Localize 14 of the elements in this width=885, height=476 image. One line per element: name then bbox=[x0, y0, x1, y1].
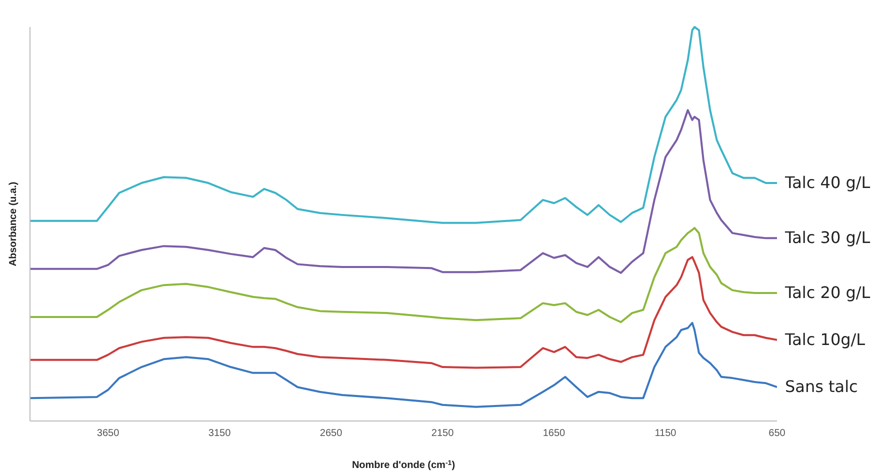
x-tick-label: 1150 bbox=[654, 428, 677, 440]
x-axis-title: Nombre d'onde (cm$^{-1}$) bbox=[352, 460, 456, 471]
x-tick-label: 3150 bbox=[208, 428, 232, 440]
x-tick-label: 3650 bbox=[96, 428, 120, 440]
series-label: Sans talc bbox=[785, 377, 858, 396]
x-tick-label: 2650 bbox=[320, 428, 343, 440]
y-axis-title: Absorbance (u.a.) bbox=[8, 182, 19, 266]
series-label: Talc 40 g/L bbox=[784, 173, 870, 192]
x-tick-label: 650 bbox=[768, 428, 786, 440]
series-label: Talc 20 g/L bbox=[784, 282, 870, 302]
series-label: Talc 30 g/L bbox=[784, 228, 870, 248]
x-tick-label: 2150 bbox=[431, 428, 454, 440]
x-tick-label: 1650 bbox=[542, 428, 566, 440]
series-label: Talc 10g/L bbox=[784, 330, 866, 349]
